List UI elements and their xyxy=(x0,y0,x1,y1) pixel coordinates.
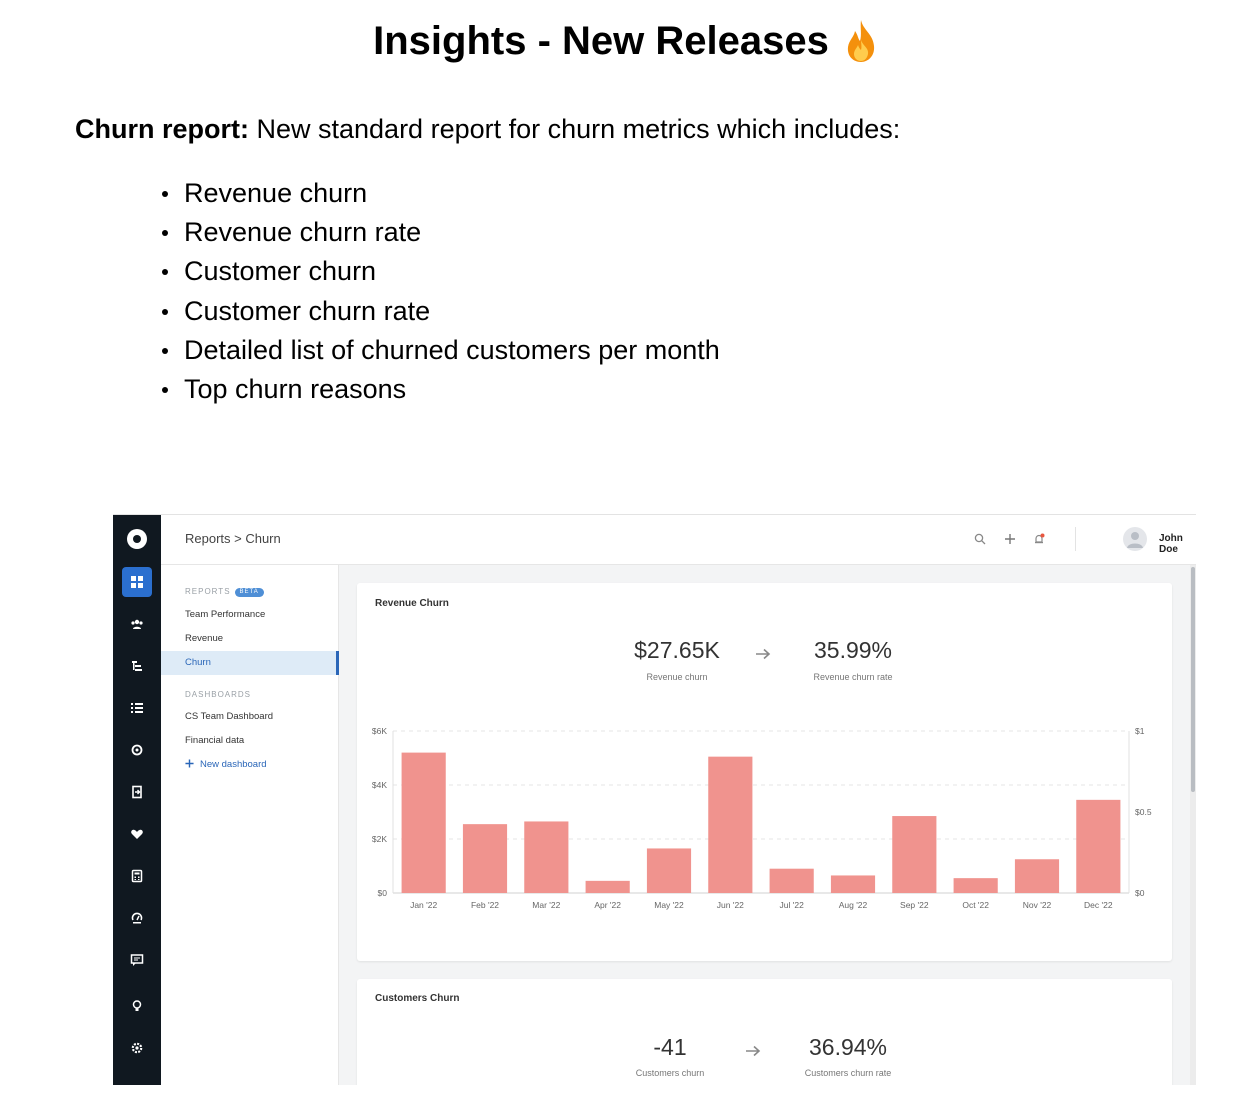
dashboard-icon[interactable] xyxy=(122,567,152,597)
bar xyxy=(953,878,998,893)
fire-icon xyxy=(847,20,874,62)
bar xyxy=(1014,859,1060,893)
breadcrumb[interactable]: Reports > Churn xyxy=(185,531,281,546)
y2-tick-label: $1 xyxy=(1135,726,1145,736)
y-tick-label: $2K xyxy=(372,834,387,844)
bulb-icon[interactable] xyxy=(122,991,152,1021)
x-tick-label: Dec '22 xyxy=(1084,900,1113,910)
scrollbar[interactable] xyxy=(1190,565,1196,1085)
reports-subnav: REPORTS BETA Team Performance Revenue Chu… xyxy=(161,565,339,1085)
bar xyxy=(1076,799,1121,893)
subnav-item-churn[interactable]: Churn xyxy=(161,651,339,675)
list-item: Detailed list of churned customers per m… xyxy=(162,333,720,372)
feature-list: Revenue churn Revenue churn rate Custome… xyxy=(162,176,720,411)
user-name[interactable]: John Doe xyxy=(1159,533,1183,555)
new-dashboard-label: New dashboard xyxy=(200,759,267,770)
bar xyxy=(524,821,569,893)
topbar-divider xyxy=(1075,527,1076,551)
avatar[interactable] xyxy=(1123,527,1147,551)
search-icon[interactable] xyxy=(973,532,987,546)
hierarchy-icon[interactable] xyxy=(122,651,152,681)
revenue-churn-card: Revenue Churn $27.65K Revenue churn 35.9… xyxy=(357,583,1172,961)
customers-churn-card: Customers Churn -41 Customers churn 36.9… xyxy=(357,979,1172,1085)
plus-icon xyxy=(185,759,194,768)
message-icon[interactable] xyxy=(122,945,152,975)
revenue-churn-chart: $0 $2K $4K $6K $0 $0.5 $1 Jan '22 Feb '22 Mar '22… xyxy=(372,726,1152,910)
list-item: Revenue churn rate xyxy=(162,215,720,254)
revenue-churn-value: $27.65K xyxy=(634,637,720,663)
app-screenshot: Reports > Churn John Doe REPORTS BETA Tea… xyxy=(113,514,1196,1085)
customers-churn-label: Customers churn xyxy=(635,1068,705,1078)
subnav-item-team-performance[interactable]: Team Performance xyxy=(185,609,266,620)
list-item: Revenue churn xyxy=(162,176,720,215)
icon-rail xyxy=(113,515,161,1085)
sync-icon[interactable] xyxy=(122,735,152,765)
bar xyxy=(585,880,630,893)
intro-text: New standard report for churn metrics wh… xyxy=(248,114,901,144)
subnav-item-cs-team-dashboard[interactable]: CS Team Dashboard xyxy=(185,711,274,722)
list-icon[interactable] xyxy=(122,693,152,723)
revenue-churn-rate-value: 35.99% xyxy=(813,637,892,663)
x-tick-label: Jul '22 xyxy=(780,900,805,910)
bar xyxy=(769,868,814,893)
y-tick-label: $0 xyxy=(378,888,388,898)
health-icon[interactable] xyxy=(122,903,152,933)
x-tick-label: May '22 xyxy=(654,900,684,910)
intro-paragraph: Churn report: New standard report for ch… xyxy=(75,112,900,146)
users-icon[interactable] xyxy=(122,609,152,639)
card-title: Customers Churn xyxy=(375,993,460,1004)
revenue-churn-rate-label: Revenue churn rate xyxy=(813,672,893,682)
card-title: Revenue Churn xyxy=(375,598,449,609)
logo-icon[interactable] xyxy=(127,529,147,549)
y2-tick-label: $0.5 xyxy=(1135,807,1152,817)
customers-churn-rate-value: 36.94% xyxy=(808,1034,887,1060)
x-tick-label: Jun '22 xyxy=(717,900,744,910)
calculator-icon[interactable] xyxy=(122,861,152,891)
gear-icon[interactable] xyxy=(122,1033,152,1063)
plus-icon[interactable] xyxy=(1003,532,1017,546)
bar xyxy=(708,756,753,893)
y-tick-label: $4K xyxy=(372,780,387,790)
revenue-churn-label: Revenue churn xyxy=(646,672,708,682)
bar xyxy=(830,875,876,893)
y-tick-label: $6K xyxy=(372,726,387,736)
bell-icon[interactable] xyxy=(1032,532,1046,546)
list-item: Top churn reasons xyxy=(162,372,720,411)
bar xyxy=(646,848,692,893)
x-tick-label: Sep '22 xyxy=(900,900,929,910)
slide-title: Insights - New Releases xyxy=(0,18,1256,64)
bar xyxy=(892,816,937,893)
beta-badge: BETA xyxy=(234,588,264,597)
dashboards-heading: DASHBOARDS xyxy=(185,690,252,699)
reports-heading: REPORTS BETA xyxy=(185,587,264,597)
x-tick-label: Feb '22 xyxy=(471,900,499,910)
reports-heading-label: REPORTS xyxy=(185,587,231,596)
subnav-item-revenue[interactable]: Revenue xyxy=(185,633,224,644)
arrow-right-icon xyxy=(756,648,771,660)
list-item: Customer churn rate xyxy=(162,294,720,333)
heart-icon[interactable] xyxy=(122,819,152,849)
x-tick-label: Jan '22 xyxy=(410,900,437,910)
x-tick-label: Oct '22 xyxy=(962,900,989,910)
x-tick-label: Apr '22 xyxy=(594,900,621,910)
login-icon[interactable] xyxy=(122,777,152,807)
x-tick-label: Nov '22 xyxy=(1023,900,1052,910)
list-item: Customer churn xyxy=(162,254,720,293)
slide-title-text: Insights - New Releases xyxy=(373,19,829,63)
arrow-right-icon xyxy=(746,1045,761,1057)
bar xyxy=(462,824,508,893)
bar xyxy=(401,752,446,893)
subnav-item-financial-data[interactable]: Financial data xyxy=(185,735,245,746)
customers-churn-value: -41 xyxy=(653,1034,687,1060)
customers-churn-rate-label: Customers churn rate xyxy=(804,1068,892,1078)
x-tick-label: Aug '22 xyxy=(839,900,868,910)
y2-tick-label: $0 xyxy=(1135,888,1145,898)
new-dashboard-button[interactable]: New dashboard xyxy=(161,753,339,777)
intro-bold: Churn report: xyxy=(75,114,249,144)
top-bar: Reports > Churn John Doe xyxy=(161,515,1196,565)
scrollbar-thumb[interactable] xyxy=(1191,567,1195,792)
x-tick-label: Mar '22 xyxy=(532,900,560,910)
